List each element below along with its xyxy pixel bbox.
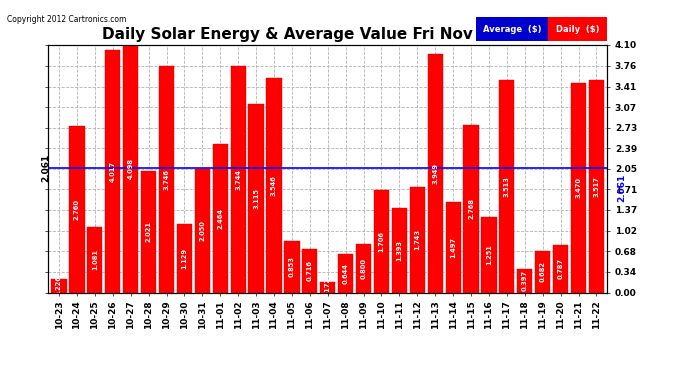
Bar — [589, 80, 604, 292]
Text: 1.393: 1.393 — [396, 240, 402, 261]
Bar — [230, 66, 246, 292]
Bar — [302, 249, 317, 292]
Bar — [446, 202, 461, 292]
Text: 3.513: 3.513 — [504, 176, 510, 197]
Text: 4.017: 4.017 — [110, 161, 116, 182]
Text: 2.768: 2.768 — [468, 198, 474, 219]
Bar — [356, 244, 371, 292]
Text: 3.546: 3.546 — [271, 175, 277, 196]
Text: 0.397: 0.397 — [522, 270, 528, 291]
Bar — [548, 17, 607, 41]
Text: 3.949: 3.949 — [432, 163, 438, 184]
Bar — [266, 78, 282, 292]
Bar — [284, 241, 299, 292]
Bar — [535, 251, 551, 292]
Text: 1.743: 1.743 — [414, 230, 420, 251]
Text: 1.081: 1.081 — [92, 249, 98, 270]
Bar — [571, 83, 586, 292]
Text: Copyright 2012 Cartronics.com: Copyright 2012 Cartronics.com — [7, 15, 126, 24]
Text: 0.644: 0.644 — [343, 262, 348, 284]
Text: 4.098: 4.098 — [128, 158, 134, 179]
Text: 0.800: 0.800 — [361, 258, 366, 279]
Text: 2.061: 2.061 — [618, 173, 627, 202]
Bar — [464, 125, 479, 292]
Bar — [248, 105, 264, 292]
Text: 0.682: 0.682 — [540, 261, 546, 282]
Bar — [374, 189, 389, 292]
Bar — [105, 50, 120, 292]
Bar — [518, 268, 533, 292]
Text: 2.061: 2.061 — [41, 154, 50, 182]
Text: 0.172: 0.172 — [325, 277, 331, 298]
Bar — [338, 254, 353, 292]
Text: 0.226: 0.226 — [56, 275, 62, 296]
Bar — [52, 279, 67, 292]
Text: 3.744: 3.744 — [235, 169, 242, 190]
Text: 0.853: 0.853 — [289, 256, 295, 277]
Bar — [392, 209, 407, 292]
Bar — [177, 224, 192, 292]
Text: 0.716: 0.716 — [307, 260, 313, 281]
Text: 3.115: 3.115 — [253, 188, 259, 209]
Bar — [476, 17, 548, 41]
Text: 2.021: 2.021 — [146, 221, 152, 242]
Bar — [159, 66, 174, 292]
Text: 2.464: 2.464 — [217, 208, 224, 229]
Text: 1.706: 1.706 — [379, 231, 384, 252]
Text: 3.746: 3.746 — [164, 169, 170, 190]
Bar — [320, 282, 335, 292]
Bar — [87, 227, 103, 292]
Text: 3.517: 3.517 — [593, 176, 600, 197]
Text: 1.129: 1.129 — [181, 248, 188, 269]
Text: 0.787: 0.787 — [558, 258, 564, 279]
Text: 3.470: 3.470 — [575, 177, 582, 198]
Bar — [141, 171, 156, 292]
Bar — [410, 187, 425, 292]
Bar — [553, 245, 569, 292]
Text: 1.497: 1.497 — [450, 237, 456, 258]
Text: 2.760: 2.760 — [74, 199, 80, 220]
Bar — [213, 144, 228, 292]
Bar — [428, 54, 443, 292]
Bar — [123, 45, 138, 292]
Bar — [70, 126, 85, 292]
Text: Daily  ($): Daily ($) — [556, 25, 600, 34]
Text: 2.050: 2.050 — [199, 220, 206, 241]
Bar — [500, 80, 515, 292]
Bar — [195, 169, 210, 292]
Text: Average  ($): Average ($) — [483, 25, 542, 34]
Bar — [482, 217, 497, 292]
Text: 1.251: 1.251 — [486, 244, 492, 265]
Title: Daily Solar Energy & Average Value Fri Nov 23 07:09: Daily Solar Energy & Average Value Fri N… — [102, 27, 553, 42]
